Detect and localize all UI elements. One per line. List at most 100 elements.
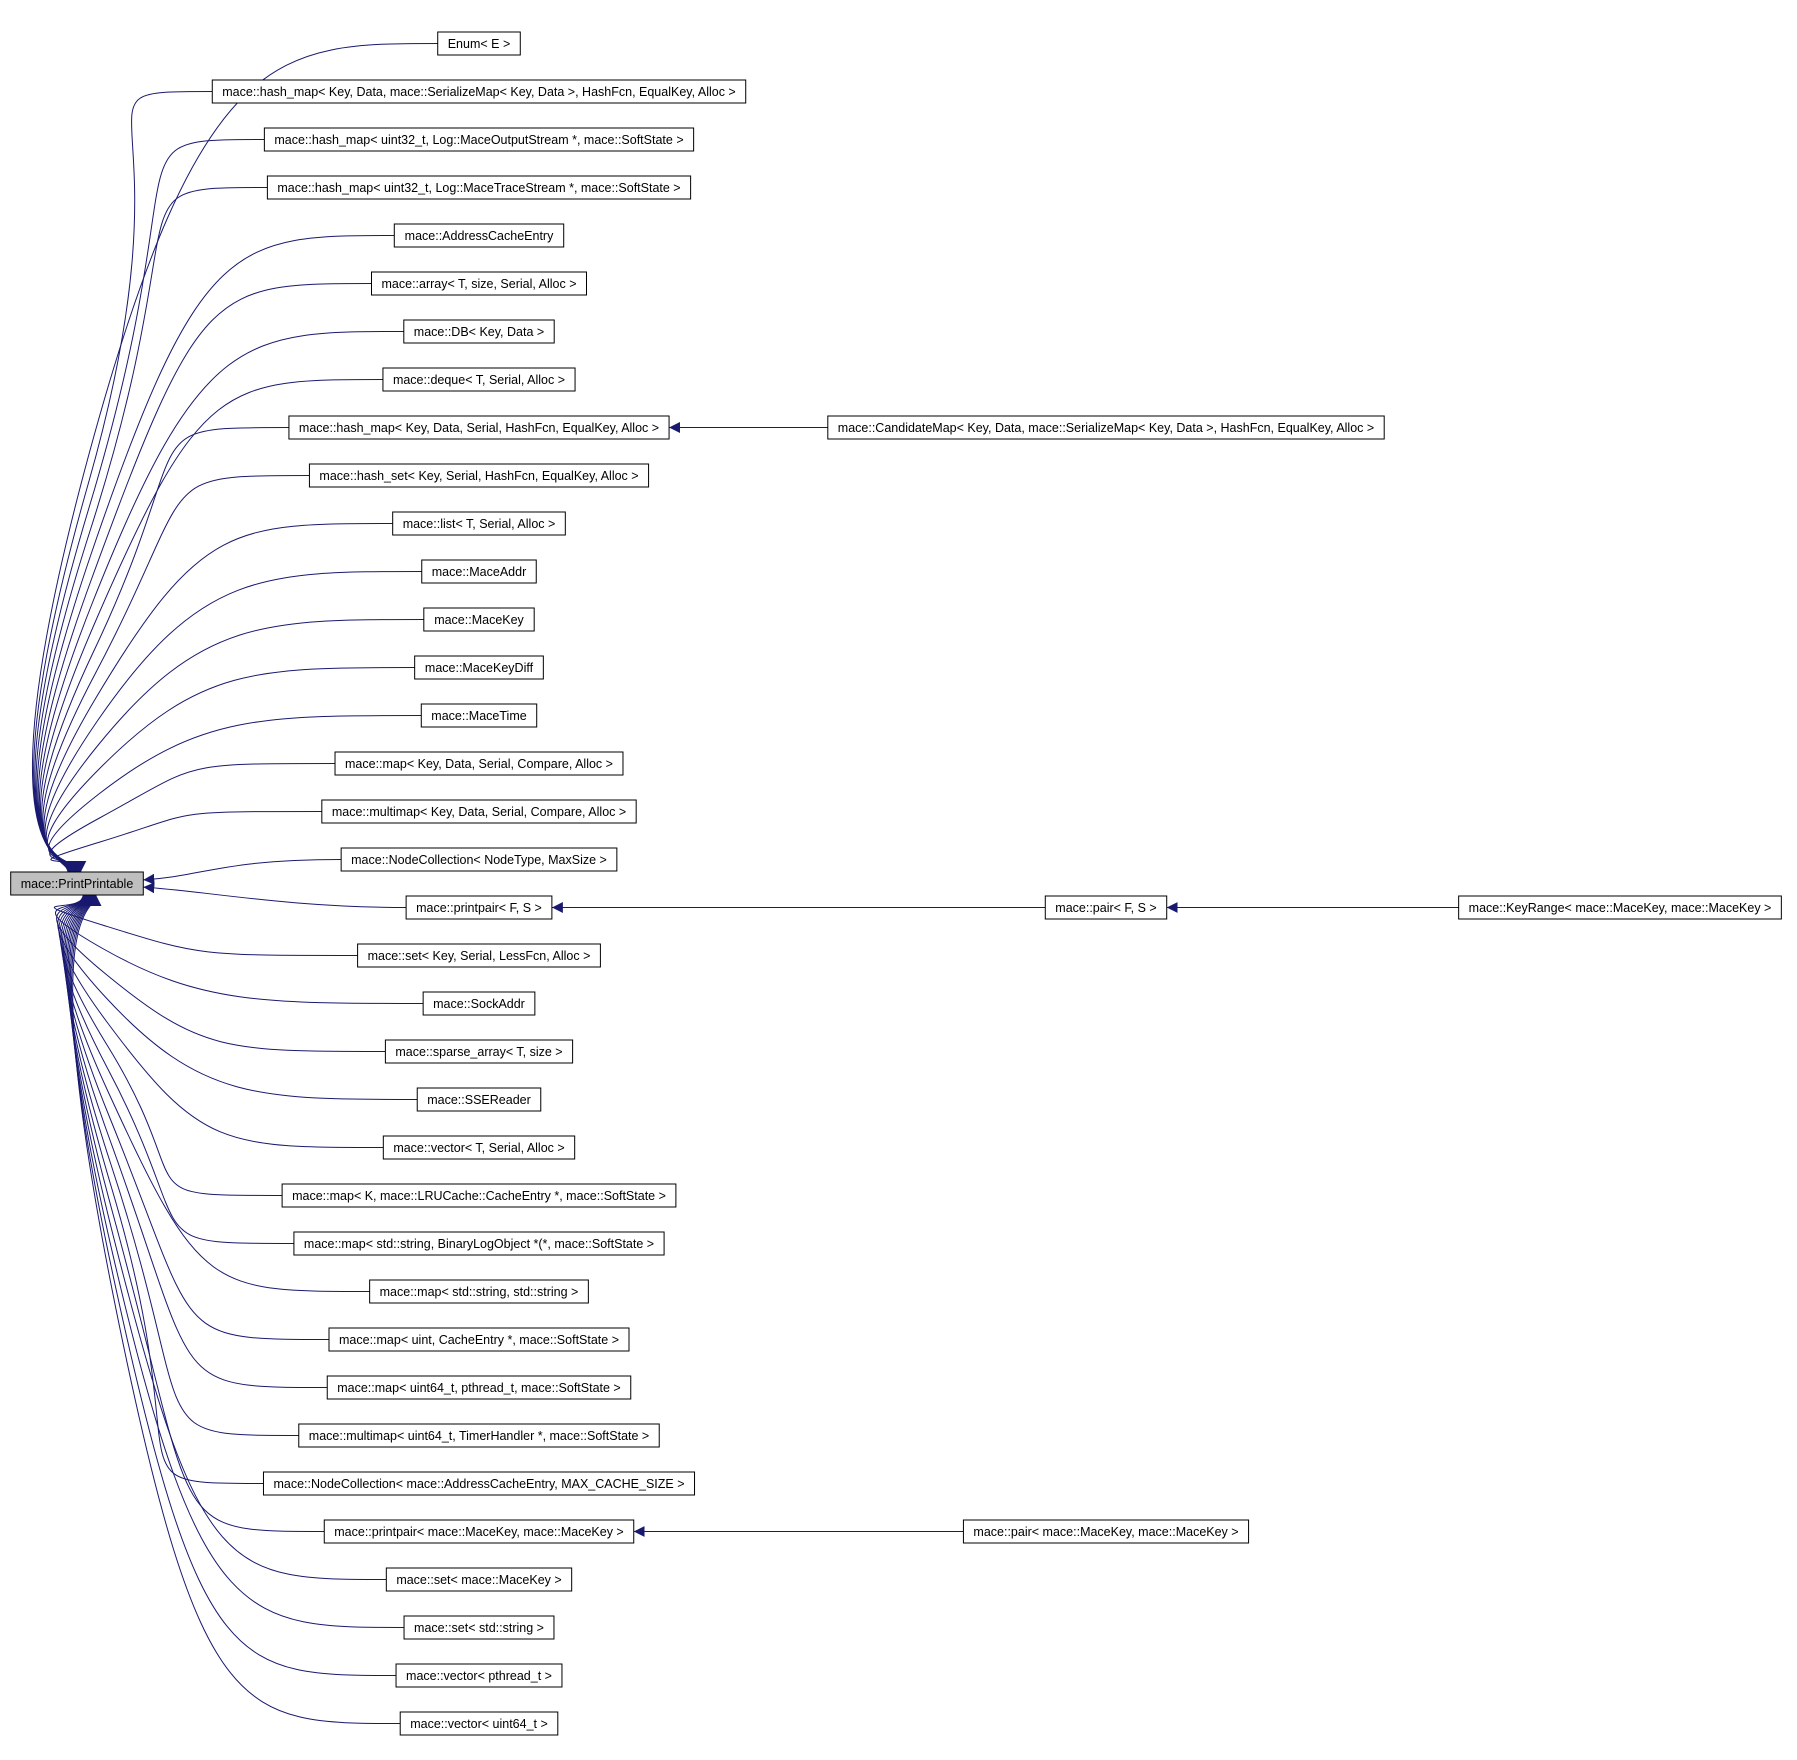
class-node: mace::map< K, mace::LRUCache::CacheEntry… — [281, 1183, 677, 1208]
class-node: mace::set< Key, Serial, LessFcn, Alloc > — [357, 943, 601, 968]
node-label: mace::array< T, size, Serial, Alloc > — [382, 277, 577, 291]
node-box — [414, 655, 544, 680]
node-box — [266, 175, 692, 200]
node-box — [384, 1039, 574, 1064]
node-box — [827, 415, 1385, 440]
inheritance-edge — [71, 894, 397, 1676]
node-box — [403, 319, 555, 344]
inheritance-edge — [31, 43, 438, 873]
node-label: mace::vector< T, Serial, Alloc > — [393, 1141, 564, 1155]
inheritance-edge — [46, 667, 415, 873]
node-box — [382, 1135, 576, 1160]
class-node: mace::MaceKeyDiff — [414, 655, 544, 680]
node-box — [392, 511, 566, 536]
inheritance-edge — [59, 894, 283, 1196]
node-label: mace::hash_map< Key, Data, mace::Seriali… — [222, 85, 735, 99]
node-label: mace::vector< pthread_t > — [406, 1669, 552, 1683]
class-node: mace::map< std::string, std::string > — [369, 1279, 589, 1304]
node-box — [369, 1279, 589, 1304]
node-box — [334, 751, 624, 776]
class-node: mace::DB< Key, Data > — [403, 319, 555, 344]
node-label: mace::MaceKey — [434, 613, 524, 627]
inheritance-edge — [54, 894, 424, 1004]
node-box — [371, 271, 587, 296]
node-label: mace::set< std::string > — [414, 1621, 544, 1635]
node-label: mace::pair< F, S > — [1055, 901, 1156, 915]
node-label: mace::printpair< F, S > — [416, 901, 542, 915]
node-label: mace::multimap< uint64_t, TimerHandler *… — [309, 1429, 649, 1443]
node-label: mace::MaceAddr — [432, 565, 526, 579]
node-label: mace::SockAddr — [433, 997, 525, 1011]
inheritance-edge — [45, 619, 424, 873]
node-box — [1044, 895, 1168, 920]
inheritance-edge — [69, 894, 405, 1628]
inheritance-edge — [50, 811, 322, 873]
class-node: mace::deque< T, Serial, Alloc > — [382, 367, 576, 392]
class-node: mace::MaceKey — [423, 607, 535, 632]
class-node: mace::array< T, size, Serial, Alloc > — [371, 271, 587, 296]
node-box — [288, 415, 670, 440]
node-label: mace::pair< mace::MaceKey, mace::MaceKey… — [973, 1525, 1238, 1539]
node-label: mace::sparse_array< T, size > — [395, 1045, 562, 1059]
node-label: mace::NodeCollection< mace::AddressCache… — [273, 1477, 684, 1491]
class-node: Enum< E > — [437, 31, 521, 56]
node-box — [405, 895, 553, 920]
node-label: mace::multimap< Key, Data, Serial, Compa… — [332, 805, 626, 819]
node-label: mace::SSEReader — [427, 1093, 531, 1107]
class-node: mace::PrintPrintable — [10, 871, 144, 896]
class-node: mace::map< uint, CacheEntry *, mace::Sof… — [328, 1327, 630, 1352]
node-label: mace::hash_map< uint32_t, Log::MaceOutpu… — [274, 133, 683, 147]
node-box — [382, 367, 576, 392]
class-node: mace::SockAddr — [422, 991, 536, 1016]
node-box — [281, 1183, 677, 1208]
node-label: mace::hash_set< Key, Serial, HashFcn, Eq… — [319, 469, 638, 483]
nodes: mace::PrintPrintable Enum< E >mace::hash_… — [10, 31, 1782, 1736]
node-box — [328, 1327, 630, 1352]
inheritance-edge — [57, 894, 418, 1100]
class-node: mace::multimap< Key, Data, Serial, Compa… — [321, 799, 637, 824]
inheritance-edge — [44, 571, 422, 873]
inheritance-edge — [37, 283, 372, 873]
node-box — [395, 1663, 563, 1688]
node-box — [340, 847, 618, 872]
node-box — [420, 703, 538, 728]
node-label: mace::MaceTime — [431, 709, 526, 723]
class-node: mace::MaceAddr — [421, 559, 537, 584]
class-node: mace::printpair< mace::MaceKey, mace::Ma… — [323, 1519, 635, 1544]
inheritance-edge — [48, 715, 422, 873]
class-node: mace::vector< uint64_t > — [399, 1711, 559, 1736]
node-label: mace::KeyRange< mace::MaceKey, mace::Mac… — [1469, 901, 1772, 915]
node-label: mace::PrintPrintable — [21, 877, 134, 891]
node-box — [962, 1519, 1250, 1544]
node-box — [263, 127, 695, 152]
inheritance-edge — [61, 894, 370, 1292]
node-box — [262, 1471, 696, 1496]
class-node: mace::map< uint64_t, pthread_t, mace::So… — [326, 1375, 632, 1400]
node-box — [211, 79, 747, 104]
node-label: mace::vector< uint64_t > — [410, 1717, 548, 1731]
node-label: mace::map< uint, CacheEntry *, mace::Sof… — [339, 1333, 619, 1347]
inheritance-edge — [143, 882, 407, 908]
inheritance-edge — [53, 894, 358, 956]
class-node: mace::pair< mace::MaceKey, mace::MaceKey… — [962, 1519, 1250, 1544]
node-box — [403, 1615, 555, 1640]
class-node: mace::printpair< F, S > — [405, 895, 553, 920]
class-node: mace::hash_map< Key, Data, mace::Seriali… — [211, 79, 747, 104]
inheritance-edge — [143, 859, 342, 885]
inheritance-edge — [65, 894, 299, 1436]
inheritance-edge — [33, 91, 213, 873]
node-label: mace::CandidateMap< Key, Data, mace::Ser… — [838, 421, 1374, 435]
node-label: mace::list< T, Serial, Alloc > — [403, 517, 556, 531]
node-label: Enum< E > — [448, 37, 511, 51]
node-label: mace::map< Key, Data, Serial, Compare, A… — [345, 757, 613, 771]
inheritance-edge — [72, 894, 401, 1724]
class-node: mace::MaceTime — [420, 703, 538, 728]
node-box — [421, 559, 537, 584]
inheritance-edge — [56, 894, 386, 1052]
inheritance-edge — [36, 235, 395, 873]
node-box — [422, 991, 536, 1016]
node-box — [321, 799, 637, 824]
inheritance-edge — [66, 894, 264, 1484]
inheritance-edge — [68, 894, 387, 1580]
